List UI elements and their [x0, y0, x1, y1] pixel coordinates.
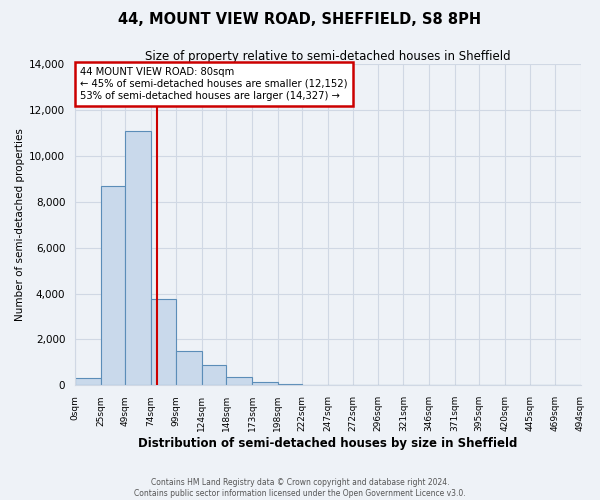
Bar — [75, 378, 101, 386]
Bar — [176, 351, 202, 386]
Y-axis label: Number of semi-detached properties: Number of semi-detached properties — [15, 128, 25, 321]
Bar — [278, 384, 302, 386]
Text: 44 MOUNT VIEW ROAD: 80sqm
← 45% of semi-detached houses are smaller (12,152)
53%: 44 MOUNT VIEW ROAD: 80sqm ← 45% of semi-… — [80, 68, 347, 100]
Bar — [125, 130, 151, 386]
Bar — [252, 382, 278, 386]
Title: Size of property relative to semi-detached houses in Sheffield: Size of property relative to semi-detach… — [145, 50, 511, 63]
Text: 44, MOUNT VIEW ROAD, SHEFFIELD, S8 8PH: 44, MOUNT VIEW ROAD, SHEFFIELD, S8 8PH — [118, 12, 482, 28]
Bar — [151, 300, 176, 386]
Bar — [101, 186, 125, 386]
Bar — [226, 376, 252, 386]
X-axis label: Distribution of semi-detached houses by size in Sheffield: Distribution of semi-detached houses by … — [138, 437, 517, 450]
Bar — [202, 364, 226, 386]
Text: Contains HM Land Registry data © Crown copyright and database right 2024.
Contai: Contains HM Land Registry data © Crown c… — [134, 478, 466, 498]
